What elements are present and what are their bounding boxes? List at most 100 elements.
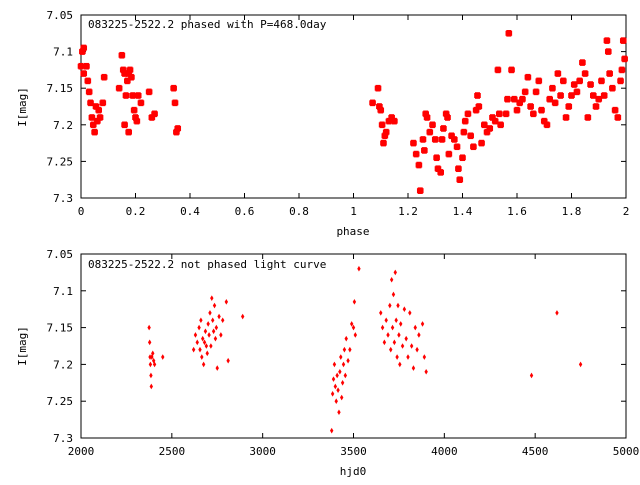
phased-data-point [590, 92, 597, 99]
phased-data-point [546, 95, 553, 103]
phased-data-point [551, 99, 559, 107]
phased-data-point [80, 70, 88, 77]
unphased-x-tick-label: 2000 [68, 445, 95, 458]
phased-data-point [464, 110, 472, 118]
unphased-data-point [332, 361, 337, 368]
phased-data-point [562, 114, 570, 121]
phased-data-point [619, 37, 627, 44]
phased-data-point [94, 117, 101, 125]
phased-data-point [573, 88, 581, 96]
unphased-data-point [191, 346, 196, 353]
unphased-y-tick-label: 7.1 [53, 285, 73, 298]
phased-data-point [508, 66, 515, 74]
phased-x-axis-label: phase [336, 225, 369, 238]
unphased-data-point [415, 346, 419, 353]
phased-data-point [429, 121, 436, 129]
phased-data-point [621, 55, 628, 63]
phased-data-point [374, 84, 382, 92]
unphased-data-point [211, 317, 215, 324]
unphased-chart-title: 083225-2522.2 not phased light curve [88, 258, 326, 271]
unphased-data-point [330, 427, 334, 434]
unphased-data-point [390, 324, 395, 331]
phased-data-point [516, 99, 524, 107]
phased-data-point [560, 77, 567, 85]
phased-data-point [568, 92, 575, 99]
unphased-data-point [404, 335, 408, 342]
phased-data-point [614, 114, 622, 121]
unphased-data-point [352, 299, 357, 305]
unphased-tick-marks [80, 253, 627, 439]
phased-data-point [524, 73, 532, 81]
phased-data-point [481, 121, 488, 129]
phased-data-point [415, 161, 423, 169]
phased-data-point [617, 77, 624, 85]
unphased-data-point [337, 409, 341, 416]
phased-data-points [77, 30, 628, 194]
phased-x-tick-label: 1.2 [398, 205, 418, 218]
unphased-data-point [424, 368, 428, 375]
phased-data-point [521, 88, 529, 96]
unphased-data-point [349, 321, 354, 327]
unphased-x-tick-label: 3000 [249, 445, 276, 458]
unphased-data-point [240, 313, 245, 320]
unphased-data-point [408, 310, 412, 316]
unphased-data-point [193, 332, 198, 338]
phased-y-tick-labels: 7.05 7.1 7.15 7.2 7.25 7.3 [47, 9, 74, 205]
phased-data-point [410, 139, 417, 147]
unphased-data-point [221, 317, 225, 324]
unphased-data-point [386, 332, 390, 338]
unphased-data-point [379, 310, 383, 316]
phased-data-point [385, 117, 393, 125]
phased-data-point [504, 95, 511, 103]
phased-data-point [478, 139, 485, 147]
unphased-y-tick-label: 7.2 [53, 358, 73, 371]
unphased-data-point [151, 350, 155, 357]
phased-data-point [422, 110, 430, 118]
phased-data-point [134, 92, 142, 99]
phased-y-tick-label: 7.25 [47, 155, 74, 168]
phased-data-point [486, 125, 494, 132]
phased-data-point [151, 110, 158, 118]
unphased-y-tick-label: 7.3 [53, 432, 73, 445]
unphased-data-point [147, 324, 151, 331]
unphased-data-point [147, 339, 152, 346]
unphased-data-point [339, 394, 344, 401]
phased-data-point [378, 121, 386, 129]
unphased-data-point [411, 365, 416, 371]
phased-data-point [89, 121, 97, 129]
unphased-data-point [161, 354, 165, 360]
phased-data-point [381, 132, 389, 140]
unphased-data-point [215, 365, 219, 371]
phased-data-point [426, 128, 434, 136]
unphased-data-point [148, 361, 153, 368]
unphased-data-point [201, 335, 205, 342]
unphased-data-point [331, 376, 336, 382]
unphased-data-point [397, 332, 401, 338]
phased-data-point [470, 143, 477, 151]
unphased-data-point [205, 350, 209, 357]
phased-data-point [121, 121, 128, 129]
unphased-data-point [422, 354, 427, 360]
phased-x-tick-label: 0.4 [180, 205, 200, 218]
phased-chart-title: 083225-2522.2 phased with P=468.0day [88, 18, 327, 31]
phased-data-point [438, 136, 446, 143]
phased-data-point [171, 99, 179, 107]
unphased-x-tick-label: 4500 [522, 445, 549, 458]
unphased-data-point [334, 398, 338, 404]
unphased-data-point [398, 361, 402, 368]
phased-data-point [122, 92, 130, 99]
phased-data-point [431, 136, 439, 143]
unphased-data-point [384, 317, 388, 324]
phased-data-point [99, 99, 107, 107]
phased-data-point [442, 110, 450, 118]
phased-data-point [440, 125, 447, 132]
unphased-data-point [214, 324, 219, 331]
phased-tick-marks [80, 14, 627, 199]
unphased-data-point [396, 302, 400, 309]
phased-data-point [148, 114, 156, 121]
phased-data-point [96, 114, 104, 121]
unphased-data-point [149, 383, 154, 390]
unphased-data-point [209, 343, 213, 349]
phased-data-point [444, 114, 451, 121]
